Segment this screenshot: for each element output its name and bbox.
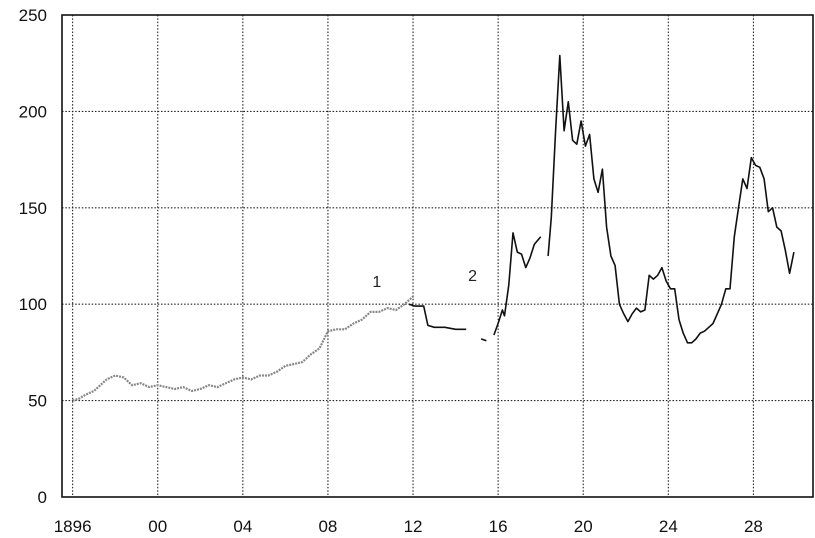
series-annotation-1: 1 [372,274,381,291]
series-line-1 [72,295,414,402]
series-lines [72,54,795,402]
x-tick-label: 12 [404,517,423,536]
series-line-3 [480,338,487,342]
series-line-2 [408,303,467,331]
plot-area-frame [61,14,814,498]
y-tick-label: 150 [19,199,47,218]
x-tick-label: 08 [318,517,337,536]
x-tick-label: 20 [574,517,593,536]
y-tick-label: 250 [19,6,47,25]
y-tick-label: 100 [19,295,47,314]
x-tick-label: 28 [744,517,763,536]
y-tick-label: 200 [19,102,47,121]
series-annotation-2: 2 [468,268,477,285]
x-tick-label: 1896 [54,517,92,536]
x-tick-label: 04 [233,517,252,536]
y-axis-tick-labels: 0 50 100 150 200 250 [19,6,47,507]
series-line-4 [493,232,542,336]
y-tick-label: 50 [28,392,47,411]
x-tick-label: 00 [148,517,167,536]
series-line-5 [547,54,795,344]
gridlines [62,15,813,497]
x-tick-label: 24 [659,517,678,536]
y-tick-label: 0 [38,488,47,507]
x-axis-tick-labels: 1896 00 04 08 12 16 20 24 28 [54,517,763,536]
x-tick-label: 16 [489,517,508,536]
